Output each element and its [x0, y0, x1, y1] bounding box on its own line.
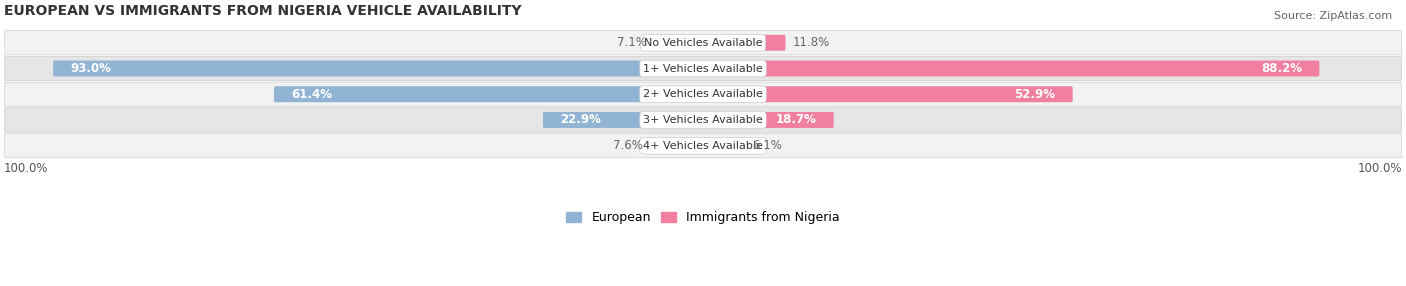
Text: 3+ Vehicles Available: 3+ Vehicles Available — [643, 115, 763, 125]
Text: 11.8%: 11.8% — [793, 36, 830, 49]
Text: No Vehicles Available: No Vehicles Available — [644, 38, 762, 48]
Text: 93.0%: 93.0% — [70, 62, 111, 75]
FancyBboxPatch shape — [703, 138, 745, 154]
FancyBboxPatch shape — [703, 86, 1073, 102]
FancyBboxPatch shape — [703, 35, 786, 51]
Text: 18.7%: 18.7% — [775, 114, 817, 126]
Text: 100.0%: 100.0% — [4, 162, 49, 175]
FancyBboxPatch shape — [4, 56, 1402, 81]
Text: 6.1%: 6.1% — [752, 139, 783, 152]
FancyBboxPatch shape — [4, 31, 1402, 55]
FancyBboxPatch shape — [4, 108, 1402, 132]
Text: 4+ Vehicles Available: 4+ Vehicles Available — [643, 141, 763, 151]
FancyBboxPatch shape — [274, 86, 703, 102]
FancyBboxPatch shape — [543, 112, 703, 128]
FancyBboxPatch shape — [654, 35, 703, 51]
FancyBboxPatch shape — [53, 61, 703, 76]
FancyBboxPatch shape — [4, 82, 1402, 106]
Text: EUROPEAN VS IMMIGRANTS FROM NIGERIA VEHICLE AVAILABILITY: EUROPEAN VS IMMIGRANTS FROM NIGERIA VEHI… — [4, 4, 522, 18]
Text: 1+ Vehicles Available: 1+ Vehicles Available — [643, 63, 763, 74]
Text: 7.1%: 7.1% — [616, 36, 647, 49]
Text: 7.6%: 7.6% — [613, 139, 643, 152]
FancyBboxPatch shape — [703, 61, 1319, 76]
Text: 2+ Vehicles Available: 2+ Vehicles Available — [643, 89, 763, 99]
Text: 52.9%: 52.9% — [1014, 88, 1056, 101]
Text: Source: ZipAtlas.com: Source: ZipAtlas.com — [1274, 11, 1392, 21]
FancyBboxPatch shape — [703, 112, 834, 128]
FancyBboxPatch shape — [4, 134, 1402, 158]
FancyBboxPatch shape — [650, 138, 703, 154]
Text: 88.2%: 88.2% — [1261, 62, 1302, 75]
Text: 61.4%: 61.4% — [291, 88, 332, 101]
Legend: European, Immigrants from Nigeria: European, Immigrants from Nigeria — [561, 206, 845, 229]
Text: 22.9%: 22.9% — [561, 114, 602, 126]
Text: 100.0%: 100.0% — [1357, 162, 1402, 175]
